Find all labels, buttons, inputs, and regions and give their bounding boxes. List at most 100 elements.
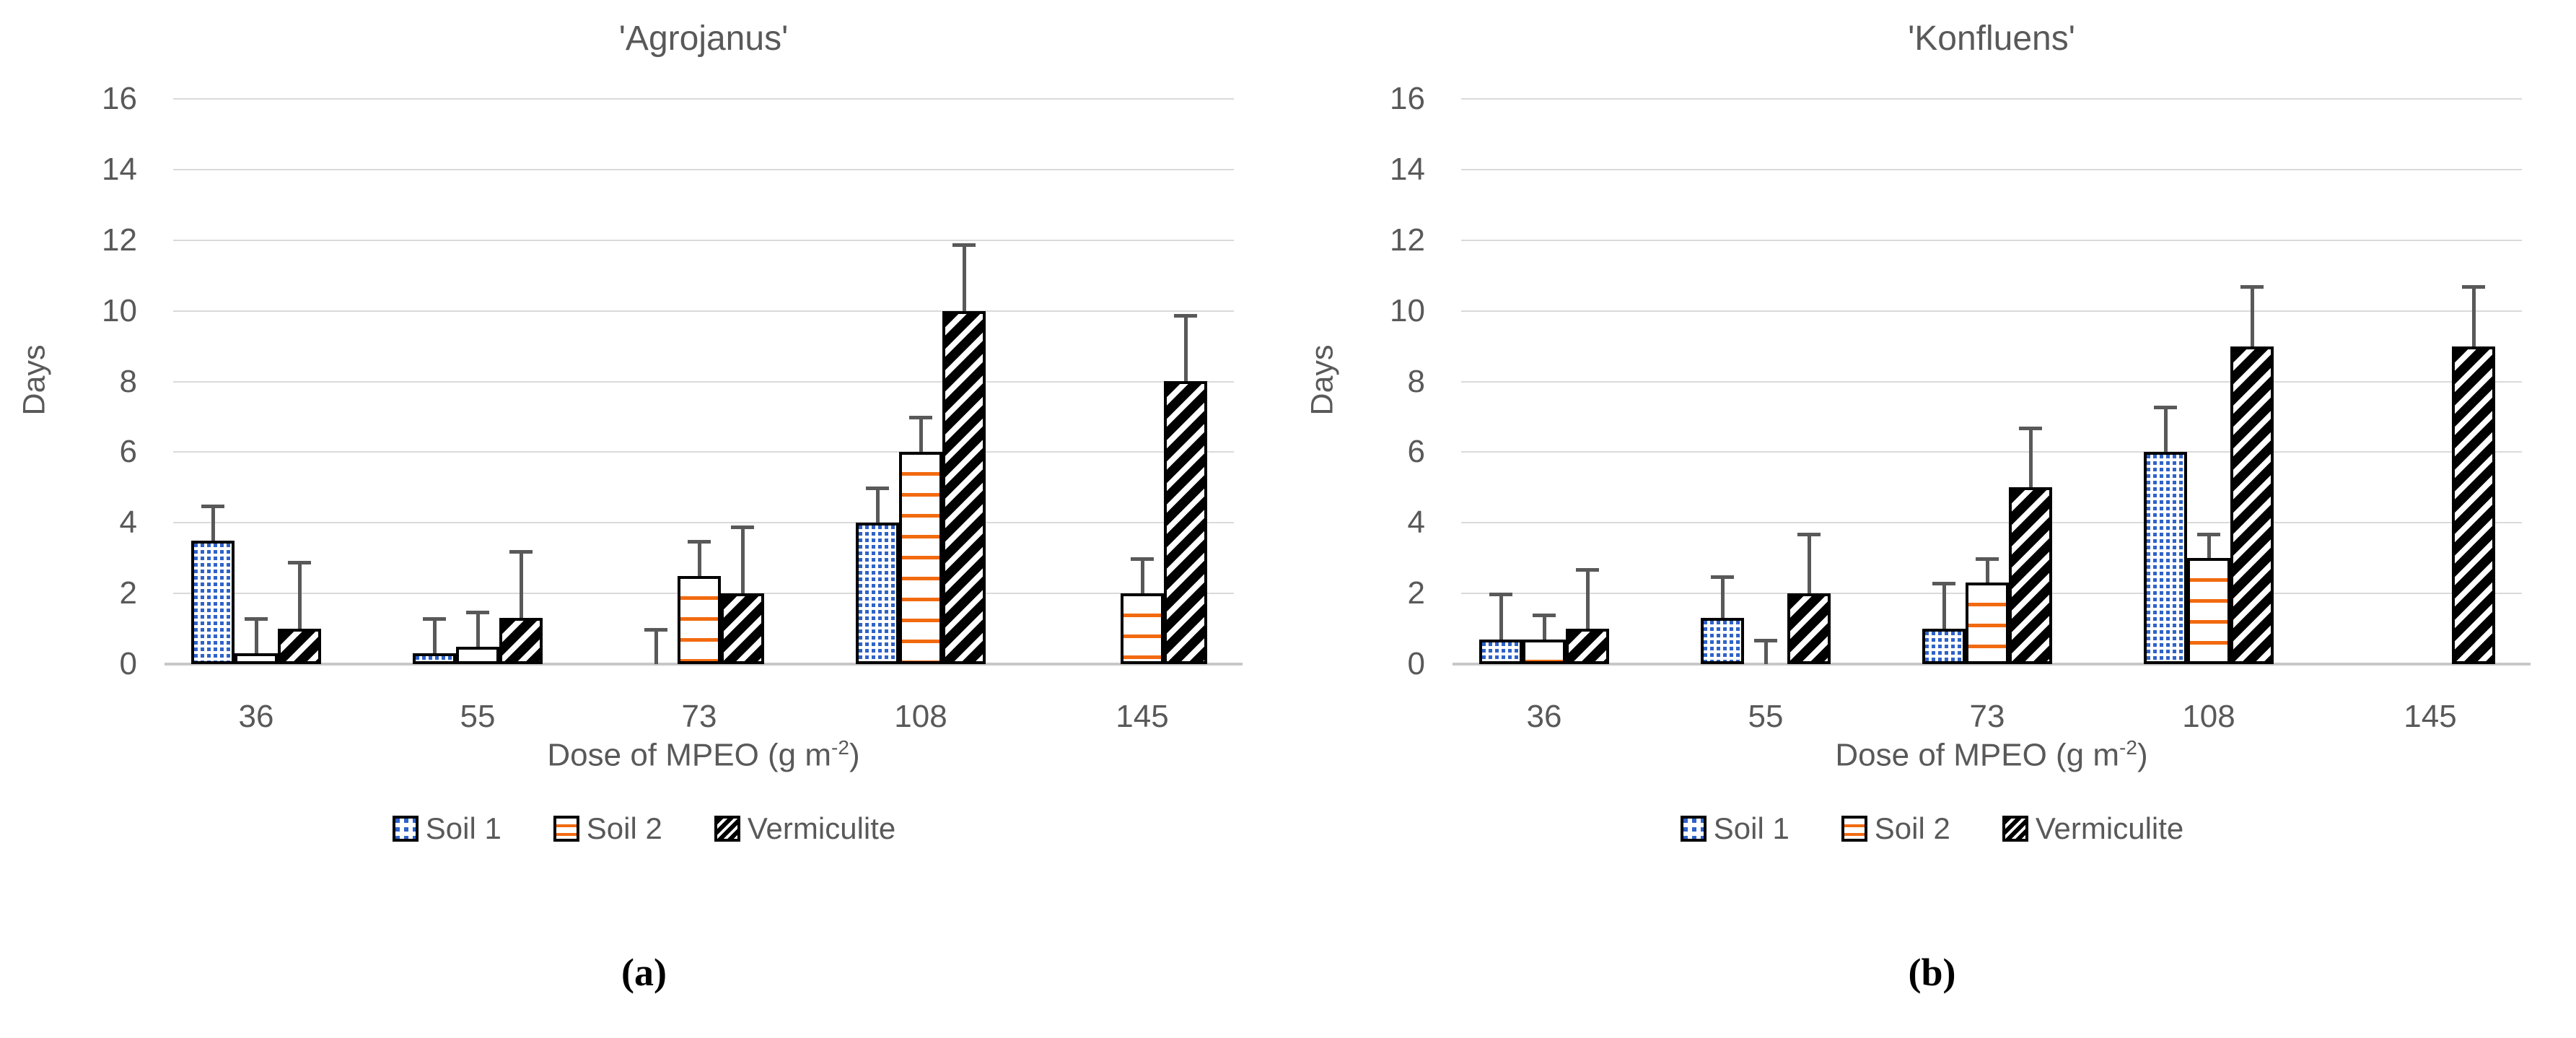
bar-vermiculite	[1566, 629, 1609, 664]
error-bar-line	[476, 611, 480, 647]
bar-vermiculite	[2230, 346, 2274, 664]
bar-soil2	[1523, 640, 1566, 664]
bar-soil1	[191, 541, 235, 664]
error-bar-line	[2471, 287, 2476, 346]
error-bar-cap	[509, 550, 533, 554]
bar-vermiculite	[499, 618, 543, 664]
error-bar-cap	[2240, 285, 2264, 289]
x-axis-title-superscript: -2	[2119, 736, 2137, 759]
x-tick-label: 108	[2182, 699, 2235, 734]
soil2-swatch-icon	[553, 816, 579, 842]
plot-area: 0 2 4 6 8 10 12 14 16 36 55 73 108 145	[102, 83, 1243, 734]
error-bar-line	[297, 562, 302, 629]
x-tick-label: 73	[681, 699, 717, 734]
error-bar-cap	[288, 561, 311, 564]
bar-soil2	[1121, 593, 1164, 664]
gridline	[173, 310, 1234, 312]
legend-label: Vermiculite	[747, 811, 896, 845]
legend-label: Soil 2	[586, 811, 662, 845]
plot-area: 0 2 4 6 8 10 12 14 16 36 55 73 108 145	[1390, 83, 2531, 734]
x-tick-label: 36	[1526, 699, 1562, 734]
x-tick-label: 145	[2404, 699, 2457, 734]
error-bar-cap	[1489, 593, 1512, 596]
error-bar-line	[2207, 533, 2211, 558]
y-tick-label: 16	[1390, 81, 1425, 116]
bar-soil2	[899, 452, 942, 664]
error-bar-line	[654, 629, 658, 664]
error-bar-cap	[2154, 406, 2177, 409]
gridline	[173, 380, 1234, 383]
chart-panel-agrojanus: 'Agrojanus' Days 0 2 4 6 8 10 12 14 16 36 55 73 108 1…	[17, 19, 1243, 994]
error-bar-cap	[245, 617, 268, 621]
y-tick-label: 0	[1407, 646, 1425, 681]
gridline	[1461, 98, 2522, 100]
error-bar-line	[1942, 583, 1946, 629]
x-tick-label: 73	[1969, 699, 2005, 734]
error-bar-cap	[466, 611, 489, 614]
legend-label: Vermiculite	[2035, 811, 2184, 845]
error-bar-cap	[2019, 427, 2042, 430]
error-bar-line	[697, 541, 701, 576]
chart-title: 'Konfluens'	[1908, 19, 2075, 58]
legend: Soil 1 Soil 2 Vermiculite	[1288, 811, 2576, 846]
panel-label-b: (b)	[1908, 951, 1956, 994]
error-bar-cap	[2197, 533, 2220, 536]
gridline	[173, 98, 1234, 100]
x-tick-label: 55	[1748, 699, 1784, 734]
error-bar-cap	[1576, 568, 1599, 572]
gridline	[173, 239, 1234, 241]
y-tick-label: 14	[1390, 151, 1425, 187]
vermiculite-swatch-icon	[2002, 816, 2028, 842]
error-bar-line	[2028, 427, 2033, 487]
legend-item-vermiculite: Vermiculite	[714, 811, 895, 846]
error-bar-cap	[644, 628, 667, 632]
error-bar-cap	[423, 617, 446, 621]
x-axis-title-close-paren: )	[2137, 737, 2148, 773]
y-tick-label: 12	[102, 222, 137, 258]
error-bar-cap	[1174, 314, 1197, 318]
x-axis-title-text: Dose of MPEO (g m	[547, 737, 832, 773]
x-tick-label: 108	[894, 699, 947, 734]
error-bar-cap	[866, 487, 889, 490]
y-tick-label: 8	[119, 363, 137, 399]
legend-item-soil2: Soil 2	[553, 811, 662, 846]
soil1-swatch-icon	[1680, 816, 1707, 842]
x-tick-label: 145	[1116, 699, 1169, 734]
error-bar-line	[1585, 569, 1590, 629]
x-axis-title: Dose of MPEO (g m-2)	[173, 736, 1234, 774]
error-bar-line	[1807, 533, 1811, 593]
bar-soil2	[456, 647, 499, 664]
soil1-swatch-icon	[392, 816, 419, 842]
error-bar-line	[1764, 640, 1768, 664]
bar-soil1	[1922, 629, 1966, 664]
bar-soil2	[678, 576, 721, 664]
chart-title: 'Agrojanus'	[618, 19, 789, 58]
gridline	[1461, 310, 2522, 312]
soil2-swatch-icon	[1841, 816, 1867, 842]
error-bar-line	[1720, 575, 1725, 618]
x-axis-title: Dose of MPEO (g m-2)	[1461, 736, 2522, 774]
x-axis-title-text: Dose of MPEO (g m	[1835, 737, 2120, 773]
bar-soil2	[1966, 583, 2009, 664]
error-bar-cap	[1976, 557, 1999, 561]
error-bar-cap	[909, 416, 932, 419]
y-tick-label: 12	[1390, 222, 1425, 258]
y-tick-label: 2	[119, 575, 137, 611]
error-bar-line	[432, 618, 437, 653]
gridline	[1461, 239, 2522, 241]
gridline	[173, 168, 1234, 170]
x-tick-label: 36	[238, 699, 274, 734]
error-bar-line	[962, 244, 966, 311]
error-bar-cap	[1131, 557, 1154, 561]
error-bar-line	[740, 526, 745, 593]
error-bar-line	[1542, 615, 1546, 640]
bar-vermiculite	[721, 593, 764, 664]
legend-item-soil1: Soil 1	[1680, 811, 1789, 846]
error-bar-line	[211, 505, 215, 541]
legend-item-soil1: Soil 1	[392, 811, 501, 846]
bar-soil1	[1479, 640, 1523, 664]
error-bar-line	[1985, 558, 1989, 583]
bar-vermiculite	[278, 629, 321, 664]
legend-label: Soil 1	[1713, 811, 1789, 845]
